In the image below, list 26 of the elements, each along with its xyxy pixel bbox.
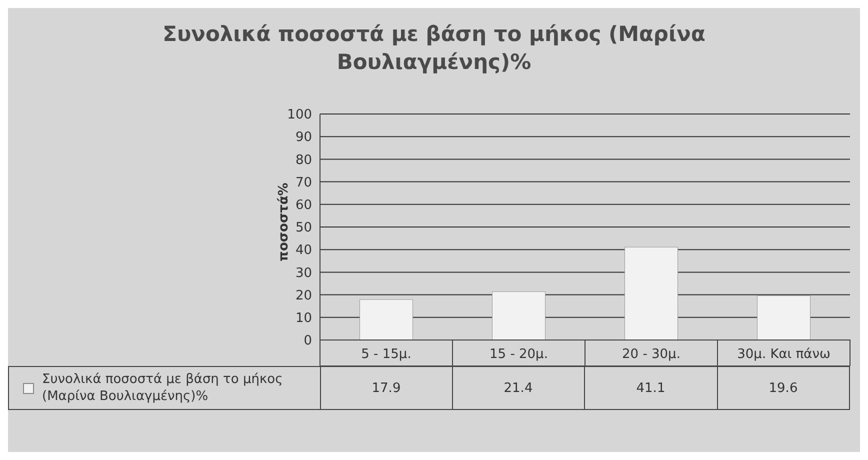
chart-title: Συνολικά ποσοστά με βάση το μήκος (Μαρίνα Βουλιαγμένης)%	[162, 21, 706, 76]
y-tick-label: 70	[295, 175, 312, 190]
bar	[757, 295, 810, 340]
data-label: 19.6	[768, 380, 798, 396]
y-tick-label: 10	[295, 311, 312, 326]
bar	[360, 299, 413, 340]
y-tick-label: 60	[295, 198, 312, 214]
y-axis-title: ποσοστά%	[276, 182, 292, 262]
y-tick-label: 100	[287, 108, 312, 123]
y-tick-label: 50	[295, 220, 312, 236]
x-tick-label: 30μ. Και πάνω	[737, 347, 830, 362]
x-tick-label: 15 - 20μ.	[490, 347, 548, 362]
x-tick-label: 20 - 30μ.	[622, 347, 680, 362]
y-tick-label: 90	[295, 130, 312, 146]
data-label: 41.1	[636, 380, 666, 396]
y-tick-label: 40	[295, 243, 312, 258]
y-tick-label: 0	[304, 334, 312, 349]
y-tick-label: 30	[295, 266, 312, 281]
y-tick-label: 80	[295, 152, 312, 168]
data-label: 17.9	[372, 380, 401, 396]
legend-label: Συνολικά ποσοστά με βάση το μήκος (Μαρίνα Βουλιαγμένης)%	[42, 371, 284, 405]
bar	[624, 246, 678, 340]
data-label: 21.4	[504, 380, 533, 396]
y-tick-label: 20	[295, 288, 312, 304]
bar	[492, 291, 546, 340]
x-tick-label: 5 - 15μ.	[361, 347, 412, 362]
